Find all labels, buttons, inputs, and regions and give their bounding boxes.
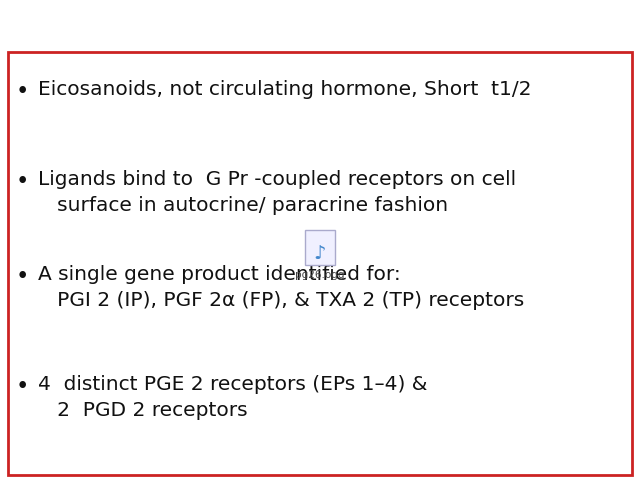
Bar: [8, 52, 632, 475]
Text: A single gene product identified for:
   PGI 2 (IP), PGF 2α (FP), & TXA 2 (TP) r: A single gene product identified for: PG…: [38, 265, 524, 310]
Text: ♪: ♪: [314, 244, 326, 263]
Text: •: •: [15, 375, 29, 398]
FancyBboxPatch shape: [305, 230, 335, 265]
Text: •: •: [15, 80, 29, 103]
Text: •: •: [15, 170, 29, 193]
Text: 4  distinct PGE 2 receptors (EPs 1–4) &
   2  PGD 2 receptors: 4 distinct PGE 2 receptors (EPs 1–4) & 2…: [38, 375, 428, 420]
Text: Receptor Mechanisms: Receptor Mechanisms: [148, 12, 492, 40]
Text: pg26.ogg: pg26.ogg: [295, 270, 345, 280]
Text: •: •: [15, 265, 29, 288]
Text: Ligands bind to  G Pr -coupled receptors on cell
   surface in autocrine/ paracr: Ligands bind to G Pr -coupled receptors …: [38, 170, 516, 215]
Text: Eicosanoids, not circulating hormone, Short  t1/2: Eicosanoids, not circulating hormone, Sh…: [38, 80, 531, 99]
